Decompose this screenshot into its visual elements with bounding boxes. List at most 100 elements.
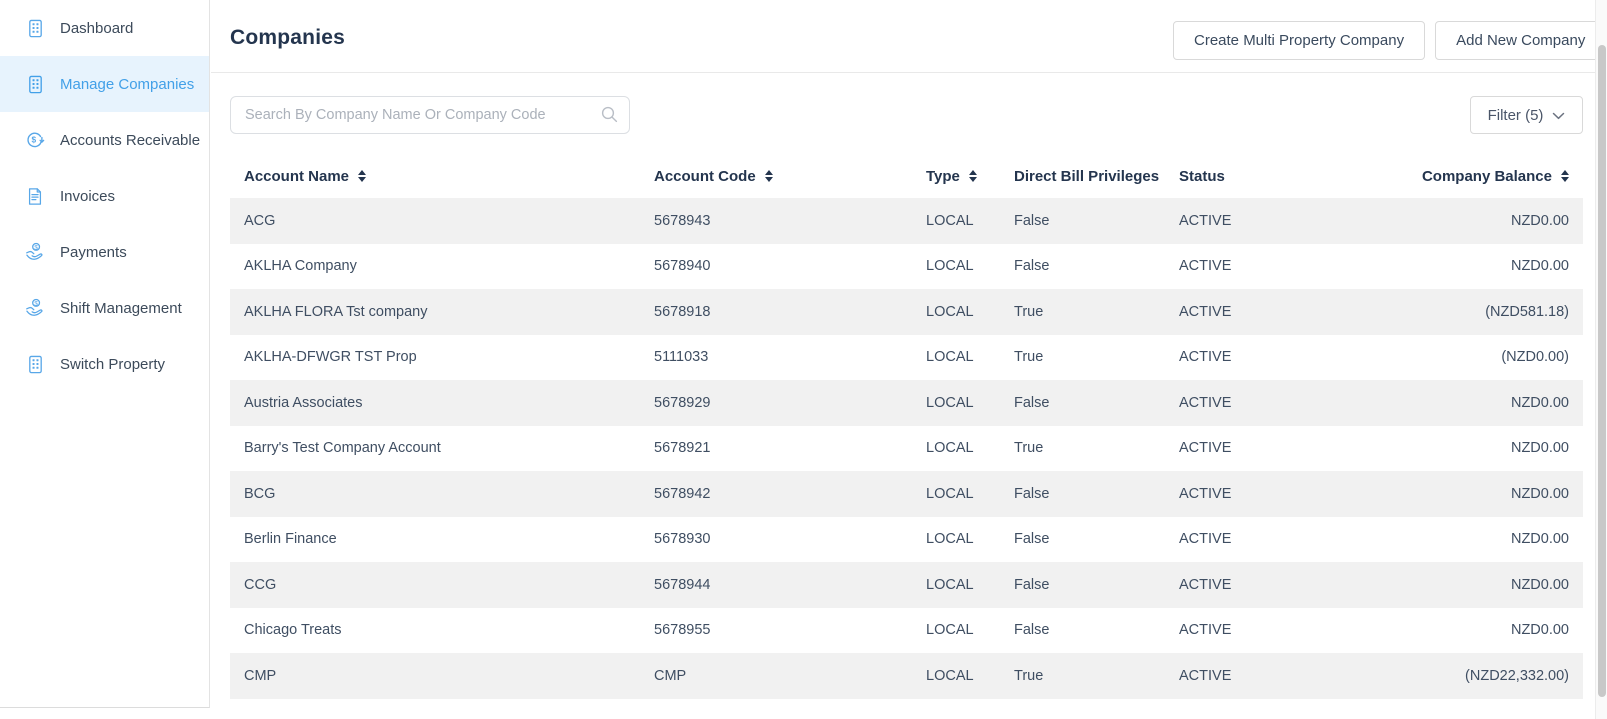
chevron-down-icon <box>1552 112 1565 120</box>
sidebar-nav: Dashboard Manage Companies $ Accounts Recei… <box>0 0 209 392</box>
cell-account_code: 5111033 <box>654 349 709 366</box>
add-new-company-button[interactable]: Add New Company <box>1435 21 1607 60</box>
cell-company_balance: NZD0.00 <box>1510 212 1569 229</box>
filter-button[interactable]: Filter (5) <box>1470 96 1583 134</box>
column-label: Direct Bill Privileges <box>1014 167 1160 185</box>
sidebar-item-label: Accounts Receivable <box>60 131 201 149</box>
table-row[interactable]: AKLHA-DFWGR TST Prop 5111033 LOCAL True ACTI… <box>230 335 1583 381</box>
column-label: Status <box>1179 167 1225 185</box>
cell-status: ACTIVE <box>1179 394 1232 411</box>
cell-direct_bill_privileges: False <box>1014 622 1050 639</box>
cell-status: ACTIVE <box>1179 258 1232 275</box>
sidebar-item-label: Payments <box>60 243 127 261</box>
sidebar-item-shift-management[interactable]: $ Shift Management <box>0 280 209 336</box>
cell-account_name: BCG <box>244 485 276 502</box>
sort-icon[interactable] <box>1561 169 1569 183</box>
cell-type: LOCAL <box>926 667 974 684</box>
svg-text:$: $ <box>32 135 37 144</box>
column-label: Account Name <box>244 167 350 185</box>
cell-status: ACTIVE <box>1179 349 1232 366</box>
cell-type: LOCAL <box>926 212 974 229</box>
cell-account_code: 5678918 <box>654 303 711 320</box>
search-box <box>230 96 630 134</box>
cell-account_code: 5678943 <box>654 212 711 229</box>
cell-type: LOCAL <box>926 394 974 411</box>
table-row[interactable]: AKLHA FLORA Tst company 5678918 LOCAL True A… <box>230 289 1583 335</box>
table-row[interactable]: Austria Associates 5678929 LOCAL False ACTIV… <box>230 380 1583 426</box>
table-row[interactable]: CMP CMP LOCAL True ACTIVE (NZD22,332.00) <box>230 653 1583 699</box>
search-icon <box>601 106 618 123</box>
scrollbar-track[interactable] <box>1595 0 1607 719</box>
invoice-icon <box>24 186 46 207</box>
cell-account_name: Austria Associates <box>244 394 363 411</box>
cell-account_name: AKLHA Company <box>244 258 357 275</box>
table-row[interactable]: Berlin Finance 5678930 LOCAL False ACTIVE NZD… <box>230 517 1583 563</box>
cell-status: ACTIVE <box>1179 622 1232 639</box>
cell-account_code: 5678929 <box>654 394 711 411</box>
cell-account_code: 5678940 <box>654 258 711 275</box>
cell-account_code: 5678921 <box>654 440 711 457</box>
cell-company_balance: (NZD581.18) <box>1485 303 1569 320</box>
cell-type: LOCAL <box>926 349 974 366</box>
cell-direct_bill_privileges: True <box>1014 303 1044 320</box>
sidebar-item-label: Invoices <box>60 187 116 205</box>
cell-company_balance: NZD0.00 <box>1510 394 1569 411</box>
sidebar-item-label: Dashboard <box>60 19 134 37</box>
cell-account_name: Barry's Test Company Account <box>244 440 441 457</box>
sort-icon[interactable] <box>968 169 977 183</box>
cell-type: LOCAL <box>926 440 974 457</box>
cell-account_code: 5678942 <box>654 485 711 502</box>
scrollbar-thumb[interactable] <box>1597 45 1606 697</box>
sidebar-item-payments[interactable]: $ Payments <box>0 224 209 280</box>
cell-account_name: CMP <box>244 667 277 684</box>
column-header-type[interactable]: Type <box>912 168 1000 185</box>
building-icon <box>24 354 46 375</box>
sidebar-item-accounts-receivable[interactable]: $ Accounts Receivable <box>0 112 209 168</box>
search-input[interactable] <box>230 96 630 134</box>
cell-account_code: 5678944 <box>654 576 711 593</box>
hand-coin-icon: $ <box>24 297 46 319</box>
cell-company_balance: NZD0.00 <box>1510 531 1569 548</box>
dollar-cycle-icon: $ <box>24 129 46 151</box>
table-header: Account Name Account Code Type Direct Bill … <box>230 154 1583 198</box>
column-header-account-name[interactable]: Account Name <box>230 168 640 185</box>
cell-account_code: 5678930 <box>654 531 711 548</box>
table-row[interactable]: Chicago Treats 5678955 LOCAL False ACTIVE NZD… <box>230 608 1583 654</box>
building-icon <box>24 18 46 39</box>
column-header-status: Status <box>1165 168 1395 185</box>
sidebar-item-switch-property[interactable]: Switch Property <box>0 336 209 392</box>
cell-status: ACTIVE <box>1179 485 1232 502</box>
cell-status: ACTIVE <box>1179 303 1232 320</box>
sort-icon[interactable] <box>358 169 367 183</box>
sidebar-item-label: Manage Companies <box>60 75 195 93</box>
table-row[interactable]: BCG 5678942 LOCAL False ACTIVE NZD0.00 <box>230 471 1583 517</box>
cell-direct_bill_privileges: True <box>1014 349 1044 366</box>
column-header-company-balance[interactable]: Company Balance <box>1395 168 1583 185</box>
cell-company_balance: NZD0.00 <box>1510 258 1569 275</box>
column-header-account-code[interactable]: Account Code <box>640 168 912 185</box>
cell-company_balance: NZD0.00 <box>1510 485 1569 502</box>
cell-direct_bill_privileges: True <box>1014 667 1044 684</box>
sidebar-item-invoices[interactable]: Invoices <box>0 168 209 224</box>
table-row[interactable]: Barry's Test Company Account 5678921 LOCAL… <box>230 426 1583 472</box>
cell-direct_bill_privileges: False <box>1014 212 1050 229</box>
table-body: ACG 5678943 LOCAL False ACTIVE NZD0.00 AKLHA C… <box>230 198 1583 699</box>
table-row[interactable]: CCG 5678944 LOCAL False ACTIVE NZD0.00 <box>230 562 1583 608</box>
table-row[interactable]: AKLHA Company 5678940 LOCAL False ACTIVE NZD0… <box>230 244 1583 290</box>
sort-icon[interactable] <box>764 169 773 183</box>
cell-direct_bill_privileges: False <box>1014 576 1050 593</box>
sidebar-item-manage-companies[interactable]: Manage Companies <box>0 56 209 112</box>
cell-account_code: 5678955 <box>654 622 711 639</box>
cell-type: LOCAL <box>926 576 974 593</box>
cell-type: LOCAL <box>926 531 974 548</box>
table-row[interactable]: ACG 5678943 LOCAL False ACTIVE NZD0.00 <box>230 198 1583 244</box>
page-title: Companies <box>230 26 345 49</box>
header-actions: Create Multi Property Company Add New Co… <box>1173 21 1607 60</box>
companies-table: Account Name Account Code Type Direct Bill … <box>230 154 1583 699</box>
sidebar-item-label: Switch Property <box>60 355 166 373</box>
hand-coin-icon: $ <box>24 241 46 263</box>
sidebar-item-dashboard[interactable]: Dashboard <box>0 0 209 56</box>
create-multi-property-company-button[interactable]: Create Multi Property Company <box>1173 21 1426 60</box>
cell-direct_bill_privileges: False <box>1014 531 1050 548</box>
cell-company_balance: (NZD0.00) <box>1501 349 1569 366</box>
